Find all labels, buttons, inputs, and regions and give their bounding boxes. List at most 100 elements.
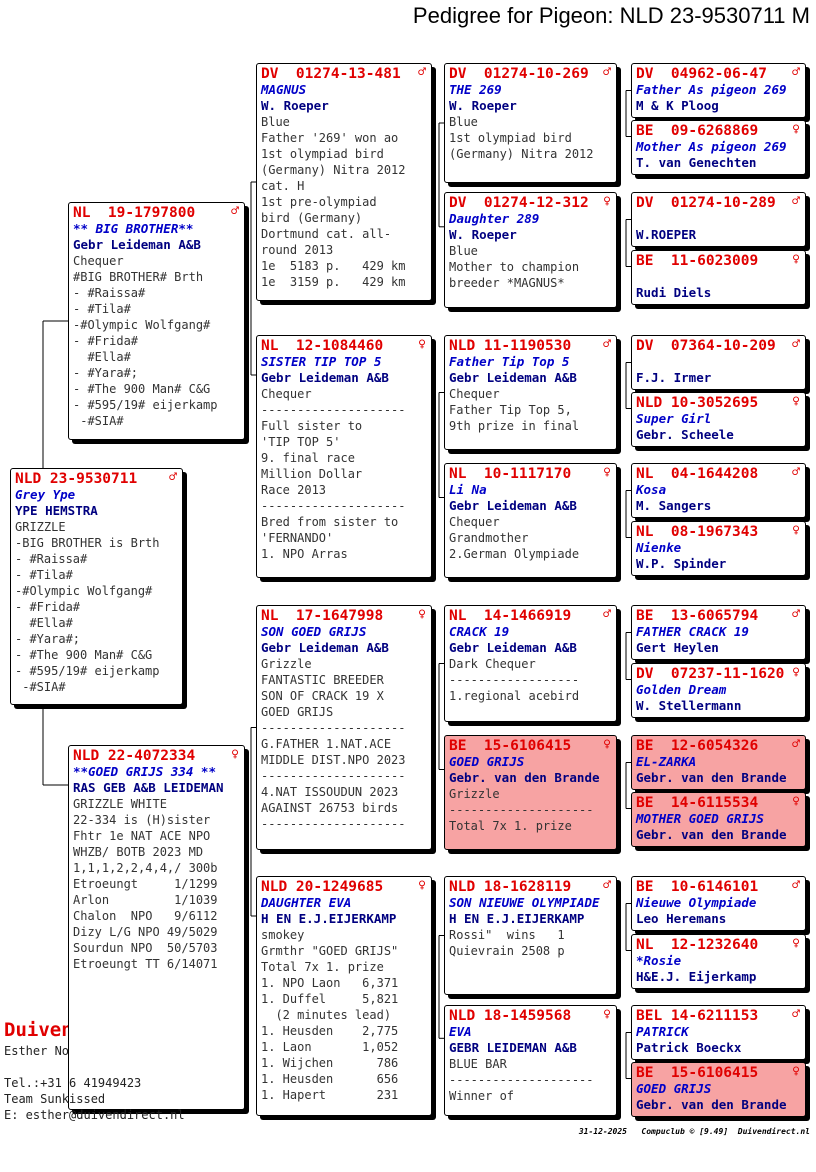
contact-line: E: esther@duivendirect.nl	[4, 1108, 185, 1122]
sex-symbol: ♀	[231, 747, 239, 762]
info-line: 1.regional acebird	[449, 689, 580, 703]
info-line: 1e 3159 p. 429 km	[261, 275, 406, 289]
sex-symbol: ♂	[792, 465, 800, 480]
pigeon-card: NLD 11-1190530 ♂ Father Tip Top 5 Gebr Leid…	[444, 335, 617, 450]
info-line: - #595/19# eijerkamp	[15, 664, 160, 678]
info-line: -BIG BROTHER is Brth	[15, 536, 160, 550]
sex-symbol: ♀	[418, 337, 426, 352]
info-line: bird (Germany)	[261, 211, 363, 225]
contact-line: Team Sunkissed	[4, 1092, 106, 1106]
ring-number: BE 10-6146101	[636, 879, 759, 895]
info-line: 1st pre-olympiad	[261, 195, 377, 209]
info-line: -#SIA#	[73, 414, 124, 428]
pigeon-card: NLD 10-3052695 ♀ Super Girl Gebr. Scheele	[631, 392, 806, 447]
owner: GEBR LEIDEMAN A&B	[449, 1040, 577, 1055]
ring-number: DV 07237-11-1620	[636, 666, 785, 682]
pigeon-card: DV 01274-10-289 ♂ W.ROEPER	[631, 192, 806, 247]
pigeon-name: Daughter 289	[449, 211, 540, 226]
owner: H&E.J. Eijerkamp	[636, 969, 757, 984]
ring-number: DV 04962-06-47	[636, 66, 767, 82]
ring-number: BE 11-6023009	[636, 253, 759, 269]
ring-number: NLD 22-4072334	[73, 748, 196, 764]
sex-symbol: ♀	[792, 252, 800, 267]
sex-symbol: ♀	[792, 794, 800, 809]
info-line: AGAINST 26753 birds	[261, 801, 399, 815]
info-line: - #595/19# eijerkamp	[73, 398, 218, 412]
pigeon-card: BE 15-6106415 ♀ GOED GRIJS Gebr. van den Br…	[444, 735, 617, 850]
pigeon-card: NLD 22-4072334 ♀ **GOED GRIJS 334 ** RAS GE…	[68, 745, 245, 1110]
ring-number: BE 13-6065794	[636, 608, 759, 624]
info-line: GRIZZLE WHITE	[73, 797, 167, 811]
sex-symbol: ♂	[792, 878, 800, 893]
pigeon-card: BE 12-6054326 ♂ EL-ZARKA Gebr. van den Bran…	[631, 735, 806, 790]
info-line: 1,1,1,2,2,4,4,/ 300b	[73, 861, 218, 875]
sex-symbol: ♂	[792, 607, 800, 622]
info-line: breeder *MAGNUS*	[449, 276, 565, 290]
sex-symbol: ♀	[792, 665, 800, 680]
owner: W.ROEPER	[636, 227, 697, 242]
sex-symbol: ♂	[603, 65, 611, 80]
owner: W. Roeper	[449, 98, 517, 113]
info-line: 'FERNANDO'	[261, 531, 334, 545]
pigeon-name: MOTHER GOED GRIJS	[636, 811, 764, 826]
sex-symbol: ♀	[603, 194, 611, 209]
info-line: --------------------	[261, 817, 406, 831]
pigeon-card: NL 08-1967343 ♀ Nienke W.P. Spinder	[631, 521, 806, 576]
pigeon-name: SON GOED GRIJS	[261, 624, 367, 639]
ring-number: NL 14-1466919	[449, 608, 572, 624]
sex-symbol: ♀	[603, 737, 611, 752]
pigeon-card: NLD 18-1459568 ♀ EVA GEBR LEIDEMAN A&B BLUE …	[444, 1005, 617, 1116]
pigeon-card: NL 10-1117170 ♀ Li Na Gebr Leideman A&B Cheq…	[444, 463, 617, 578]
ring-number: NL 12-1084460	[261, 338, 384, 354]
info-line: Dark Chequer	[449, 657, 536, 671]
pigeon-name: SISTER TIP TOP 5	[261, 354, 382, 369]
sex-symbol: ♀	[792, 394, 800, 409]
info-line: Fhtr 1e NAT ACE NPO	[73, 829, 211, 843]
sex-symbol: ♀	[792, 523, 800, 538]
info-line: Grmthr "GOED GRIJS"	[261, 944, 399, 958]
pigeon-card: NL 17-1647998 ♀ SON GOED GRIJS Gebr Leidema…	[256, 605, 432, 850]
info-line: Blue	[449, 244, 478, 258]
info-line: #BIG BROTHER# Brth	[73, 270, 204, 284]
owner: Gebr. van den Brande	[636, 827, 787, 842]
info-line: Dortmund cat. all-	[261, 227, 392, 241]
info-line: Million Dollar	[261, 467, 363, 481]
sex-symbol: ♂	[603, 337, 611, 352]
pigeon-card: NL 19-1797800 ♂ ** BIG BROTHER** Gebr Leide…	[68, 202, 245, 440]
pigeon-name: Grey Ype	[15, 487, 76, 502]
pigeon-card: BEL 14-6211153 ♂ PATRICK Patrick Boeckx	[631, 1005, 806, 1060]
info-line: ------------------	[449, 673, 580, 687]
info-line: --------------------	[261, 721, 406, 735]
sex-symbol: ♂	[792, 737, 800, 752]
ring-number: NL 10-1117170	[449, 466, 572, 482]
pigeon-name: Super Girl	[636, 411, 712, 426]
info-line: 1st olympiad bird	[261, 147, 384, 161]
info-line: 1. Wijchen 786	[261, 1056, 399, 1070]
info-line: #Ella#	[73, 350, 131, 364]
info-line: Bred from sister to	[261, 515, 399, 529]
info-line: -#SIA#	[15, 680, 66, 694]
info-line: 1. Heusden 656	[261, 1072, 399, 1086]
info-line: Rossi" wins 1	[449, 928, 565, 942]
pigeon-name: Mother As pigeon 269	[636, 139, 787, 154]
info-line: Winner of	[449, 1089, 515, 1103]
info-line: G.FATHER 1.NAT.ACE	[261, 737, 392, 751]
info-line: BLUE BAR	[449, 1057, 507, 1071]
sex-symbol: ♀	[792, 1064, 800, 1079]
ring-number: NLD 10-3052695	[636, 395, 759, 411]
info-line: MIDDLE DIST.NPO 2023	[261, 753, 406, 767]
pigeon-name: CRACK 19	[449, 624, 510, 639]
info-line: 1st olympiad bird	[449, 131, 572, 145]
info-line: Grizzle	[261, 657, 312, 671]
owner: H EN E.J.EIJERKAMP	[449, 911, 585, 926]
owner: Patrick Boeckx	[636, 1040, 742, 1055]
info-line: - #Raissa#	[73, 286, 146, 300]
pigeon-name: FATHER CRACK 19	[636, 624, 749, 639]
info-line: 1e 5183 p. 429 km	[261, 259, 406, 273]
ring-number: NLD 11-1190530	[449, 338, 572, 354]
owner: F.J. Irmer	[636, 370, 712, 385]
spacer	[636, 211, 801, 227]
owner: Gebr. van den Brande	[636, 770, 787, 785]
pigeon-name: THE 269	[449, 82, 502, 97]
pigeon-card: DV 01274-12-312 ♀ Daughter 289 W. Roeper Blu…	[444, 192, 617, 308]
